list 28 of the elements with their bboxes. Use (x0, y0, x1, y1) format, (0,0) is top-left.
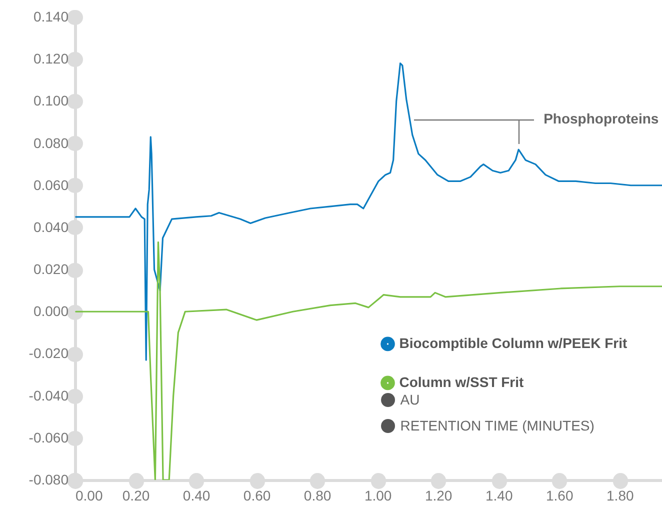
y-tick-label: 0.120 (33, 50, 69, 67)
y-tick-label: -0.020 (28, 345, 69, 362)
x-tick-label: 1.40 (485, 488, 513, 504)
y-tick-label: 0.000 (33, 303, 69, 320)
x-tick-label: 0.00 (76, 488, 103, 504)
x-tick-label: 0.80 (304, 488, 332, 504)
x-tick-label: 1.20 (424, 488, 452, 504)
x-tick-label: 1.60 (546, 488, 574, 504)
line-series (75, 62, 662, 361)
y-tick-label: 0.020 (33, 261, 69, 278)
legend-label: Column w/SST Frit (399, 374, 524, 390)
y-tick-label: 0.080 (33, 134, 69, 151)
y-tick-label: -0.040 (28, 387, 69, 404)
y-axis-title: AU (400, 391, 420, 408)
y-tick-label: -0.060 (28, 429, 69, 446)
y-tick-label: 0.100 (33, 92, 69, 109)
y-tick-label: 0.060 (33, 176, 69, 193)
x-tick-label: 0.60 (243, 488, 271, 504)
x-tick-label: 1.80 (606, 488, 634, 504)
x-tick-label: 0.40 (182, 488, 210, 504)
x-tick-label: 1.00 (364, 488, 392, 504)
x-tick-label: 0.20 (122, 488, 150, 504)
annotation: Phosphoproteins (544, 110, 659, 127)
x-axis-title: RETENTION TIME (MINUTES) (400, 417, 594, 434)
y-tick-label: 0.140 (33, 8, 69, 24)
y-tick-label: 0.040 (33, 218, 69, 235)
legend-label: Biocomptible Column w/PEEK Frit (399, 334, 628, 351)
y-tick-label: -0.080 (28, 472, 69, 488)
